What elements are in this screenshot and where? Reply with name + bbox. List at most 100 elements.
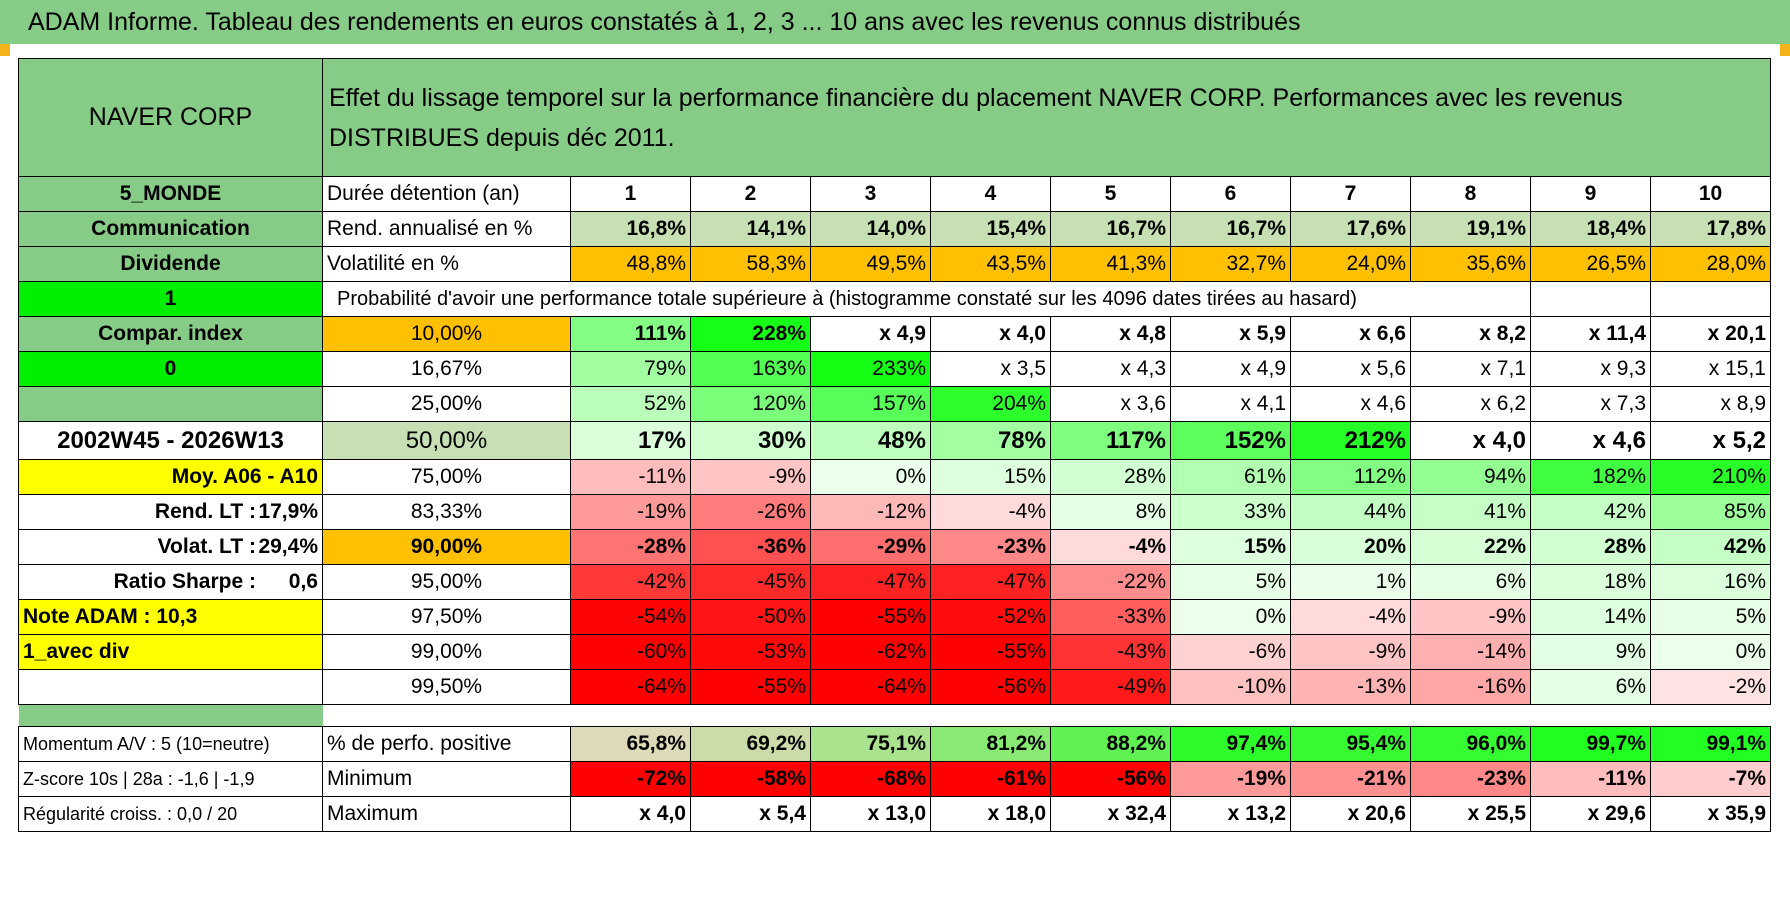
value-cell: -47% xyxy=(930,564,1051,600)
value-cell: 88,2% xyxy=(1050,726,1171,762)
value-cell: -49% xyxy=(1050,669,1171,705)
value-cell: -45% xyxy=(690,564,811,600)
row-label: 10,00% xyxy=(322,316,571,352)
row-label: 95,00% xyxy=(322,564,571,600)
value-cell: 79% xyxy=(570,351,691,387)
value-cell: 41% xyxy=(1410,494,1531,530)
empty-cell xyxy=(1530,281,1651,317)
row-info-cell: Rend. LT :17,9% xyxy=(18,494,323,530)
value-cell: 65,8% xyxy=(570,726,691,762)
value-cell: -56% xyxy=(930,669,1051,705)
value-cell: 210% xyxy=(1650,459,1771,495)
row-info-cell: Ratio Sharpe : 0,6 xyxy=(18,564,323,600)
value-cell: -36% xyxy=(690,529,811,565)
value-cell: 61% xyxy=(1170,459,1291,495)
row-label: 97,50% xyxy=(322,599,571,635)
duration-header: 6 xyxy=(1170,176,1291,212)
row-label: Durée détention (an) xyxy=(322,176,571,212)
value-cell: x 5,9 xyxy=(1170,316,1291,352)
row-label: 25,00% xyxy=(322,386,571,422)
value-cell: 0% xyxy=(810,459,931,495)
value-cell: 14% xyxy=(1530,599,1651,635)
value-cell: x 20,6 xyxy=(1290,796,1411,832)
value-cell: -52% xyxy=(930,599,1051,635)
value-cell: 233% xyxy=(810,351,931,387)
duration-header: 1 xyxy=(570,176,691,212)
value-cell: -9% xyxy=(690,459,811,495)
value-cell: 16,8% xyxy=(570,211,691,247)
value-cell: -4% xyxy=(1290,599,1411,635)
value-cell: 99,7% xyxy=(1530,726,1651,762)
value-cell: -43% xyxy=(1050,634,1171,670)
value-cell: x 32,4 xyxy=(1050,796,1171,832)
value-cell: 0% xyxy=(1650,634,1771,670)
value-cell: 228% xyxy=(690,316,811,352)
value-cell: -23% xyxy=(1410,761,1531,797)
value-cell: 81,2% xyxy=(930,726,1051,762)
value-cell: -12% xyxy=(810,494,931,530)
value-cell: x 4,6 xyxy=(1530,421,1651,460)
value-cell: -26% xyxy=(690,494,811,530)
table-row: Régularité croiss. : 0,0 / 20 Maximum x 4,… xyxy=(18,796,1771,832)
row-label: 16,67% xyxy=(322,351,571,387)
row-info-label: Volat. LT : xyxy=(157,535,256,558)
value-cell: 58,3% xyxy=(690,246,811,282)
table-row: Z-score 10s | 28a : -1,6 | -1,9 Minimum -7… xyxy=(18,761,1771,797)
value-cell: 48% xyxy=(810,421,931,460)
value-cell: -4% xyxy=(1050,529,1171,565)
value-cell: x 4,6 xyxy=(1290,386,1411,422)
row-info-cell: Dividende xyxy=(18,246,323,282)
value-cell: x 5,4 xyxy=(690,796,811,832)
value-cell: x 5,6 xyxy=(1290,351,1411,387)
value-cell: -72% xyxy=(570,761,691,797)
corner-marker-left xyxy=(0,44,10,56)
value-cell: 41,3% xyxy=(1050,246,1171,282)
value-cell: 44% xyxy=(1290,494,1411,530)
row-info-cell: Momentum A/V : 5 (10=neutre) xyxy=(18,726,323,762)
value-cell: 8% xyxy=(1050,494,1171,530)
value-cell: -42% xyxy=(570,564,691,600)
duration-header: 10 xyxy=(1650,176,1771,212)
table-row: 1_avec div 99,00% -60% -53% -62% -55% -43% -6% -… xyxy=(18,634,1771,670)
row-info-cell xyxy=(18,669,323,705)
value-cell: -50% xyxy=(690,599,811,635)
row-info-cell xyxy=(18,386,323,422)
corner-marker-right xyxy=(1780,44,1790,56)
value-cell: 33% xyxy=(1170,494,1291,530)
value-cell: x 3,5 xyxy=(930,351,1051,387)
value-cell: -29% xyxy=(810,529,931,565)
value-cell: -33% xyxy=(1050,599,1171,635)
table-row: Communication Rend. annualisé en % 16,8% 14… xyxy=(18,211,1771,247)
value-cell: 112% xyxy=(1290,459,1411,495)
value-cell: -11% xyxy=(1530,761,1651,797)
value-cell: x 4,0 xyxy=(1410,421,1531,460)
value-cell: -7% xyxy=(1650,761,1771,797)
row-info-cell: 0 xyxy=(18,351,323,387)
value-cell: 9% xyxy=(1530,634,1651,670)
value-cell: x 13,0 xyxy=(810,796,931,832)
row-label: Rend. annualisé en % xyxy=(322,211,571,247)
value-cell: 24,0% xyxy=(1290,246,1411,282)
value-cell: 16% xyxy=(1650,564,1771,600)
row-label: Minimum xyxy=(322,761,571,797)
duration-header: 7 xyxy=(1290,176,1411,212)
row-info-cell: 5_MONDE xyxy=(18,176,323,212)
table-row: 1 Probabilité d'avoir une performance tot… xyxy=(18,281,1771,317)
value-cell: 49,5% xyxy=(810,246,931,282)
value-cell: 15% xyxy=(930,459,1051,495)
value-cell: 120% xyxy=(690,386,811,422)
value-cell: 6% xyxy=(1530,669,1651,705)
row-info-cell: Z-score 10s | 28a : -1,6 | -1,9 xyxy=(18,761,323,797)
table-row: Dividende Volatilité en % 48,8% 58,3% 49,5% 4… xyxy=(18,246,1771,282)
row-info-label: Rend. LT : xyxy=(154,500,256,523)
value-cell: x 8,9 xyxy=(1650,386,1771,422)
value-cell: -62% xyxy=(810,634,931,670)
value-cell: 18,4% xyxy=(1530,211,1651,247)
value-cell: 17,6% xyxy=(1290,211,1411,247)
value-cell: -53% xyxy=(690,634,811,670)
table-row: Compar. index 10,00% 111% 228% x 4,9 x 4,0 x 4… xyxy=(18,316,1771,352)
table-row: Volat. LT :29,4% 90,00% -28% -36% -29% -23% -4… xyxy=(18,529,1771,565)
value-cell: -6% xyxy=(1170,634,1291,670)
value-cell: 5% xyxy=(1170,564,1291,600)
value-cell: x 4,9 xyxy=(810,316,931,352)
